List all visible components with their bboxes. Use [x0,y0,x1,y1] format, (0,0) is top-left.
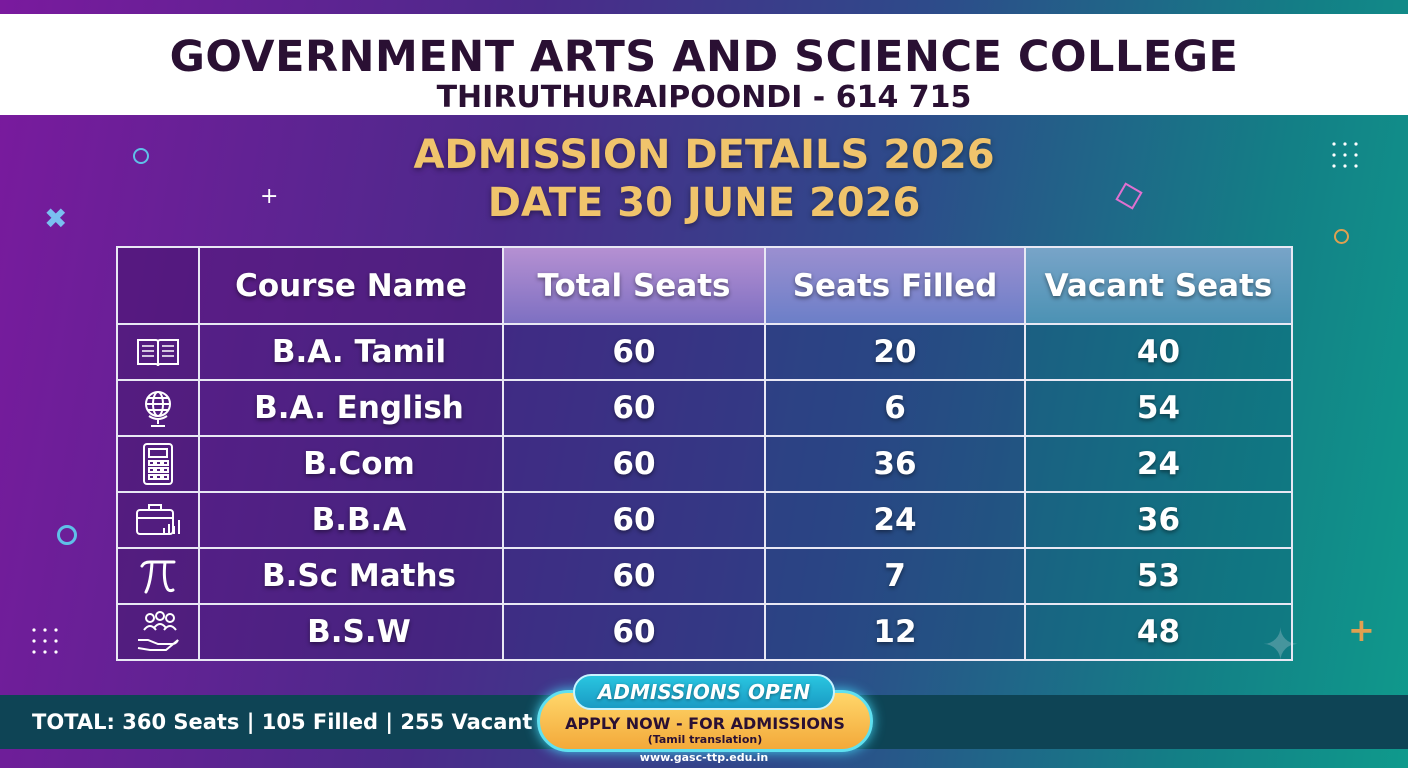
dot-grid-decoration [1332,142,1358,168]
seats-filled-cell: 24 [764,491,1026,549]
globe-icon [116,379,200,437]
vacant-seats-cell: 40 [1024,323,1293,381]
table-row: B.A. Tamil 60 20 40 [116,323,1293,381]
circle-decoration [133,148,149,164]
course-name-cell: B.S.W [198,603,504,661]
college-place: THIRUTHURAIPOONDI - 614 715 [436,80,972,115]
total-seats-cell: 60 [502,323,766,381]
icon-column-header [116,246,200,325]
course-name-cell: B.Sc Maths [198,547,504,605]
admissions-open-badge: ADMISSIONS OPEN [573,674,835,710]
vacant-seats-cell: 36 [1024,491,1293,549]
plus-decoration: + [260,184,279,209]
course-name-cell: B.Com [198,435,504,493]
column-header-filled: Seats Filled [764,246,1026,325]
admission-title: ADMISSION DETAILS 2026 [413,132,995,178]
table-row: B.B.A 60 24 36 [116,491,1293,549]
apply-now-label: APPLY NOW - FOR ADMISSIONS [565,714,845,733]
calculator-icon [116,435,200,493]
college-header: GOVERNMENT ARTS AND SCIENCE COLLEGE THIR… [0,14,1408,115]
plus-decoration: + [1348,611,1375,649]
circle-decoration [1334,229,1349,244]
college-name: GOVERNMENT ARTS AND SCIENCE COLLEGE [169,32,1239,82]
seats-filled-cell: 7 [764,547,1026,605]
vacant-seats-cell: 54 [1024,379,1293,437]
total-seats-cell: 60 [502,603,766,661]
total-summary: TOTAL: 360 Seats | 105 Filled | 255 Vaca… [32,710,533,734]
table-row: B.Sc Maths 60 7 53 [116,547,1293,605]
website-link[interactable]: www.gasc-ttp.edu.in [639,751,769,764]
table-row: B.Com 60 36 24 [116,435,1293,493]
admission-date: DATE 30 JUNE 2026 [487,180,921,226]
vacant-seats-cell: 24 [1024,435,1293,493]
seats-filled-cell: 12 [764,603,1026,661]
table-row: B.A. English 60 6 54 [116,379,1293,437]
seats-filled-cell: 36 [764,435,1026,493]
course-name-cell: B.A. Tamil [198,323,504,381]
circle-decoration [57,525,77,545]
dot-grid-decoration [32,628,58,654]
total-seats-cell: 60 [502,547,766,605]
pi-icon [116,547,200,605]
admission-table: Course Name Total Seats Seats Filled Vac… [116,246,1293,661]
briefcase-chart-icon [116,491,200,549]
total-seats-cell: 60 [502,435,766,493]
seats-filled-cell: 6 [764,379,1026,437]
table-row: B.S.W 60 12 48 [116,603,1293,661]
total-seats-cell: 60 [502,491,766,549]
table-header-row: Course Name Total Seats Seats Filled Vac… [116,246,1293,325]
course-name-cell: B.B.A [198,491,504,549]
seats-filled-cell: 20 [764,323,1026,381]
column-header-total: Total Seats [502,246,766,325]
people-hand-icon [116,603,200,661]
cross-decoration: ✖ [44,202,68,235]
apply-now-sublabel: (Tamil translation) [647,733,763,746]
vacant-seats-cell: 48 [1024,603,1293,661]
column-header-vacant: Vacant Seats [1024,246,1293,325]
course-name-cell: B.A. English [198,379,504,437]
total-seats-cell: 60 [502,379,766,437]
open-book-icon [116,323,200,381]
vacant-seats-cell: 53 [1024,547,1293,605]
column-header-course: Course Name [198,246,504,325]
